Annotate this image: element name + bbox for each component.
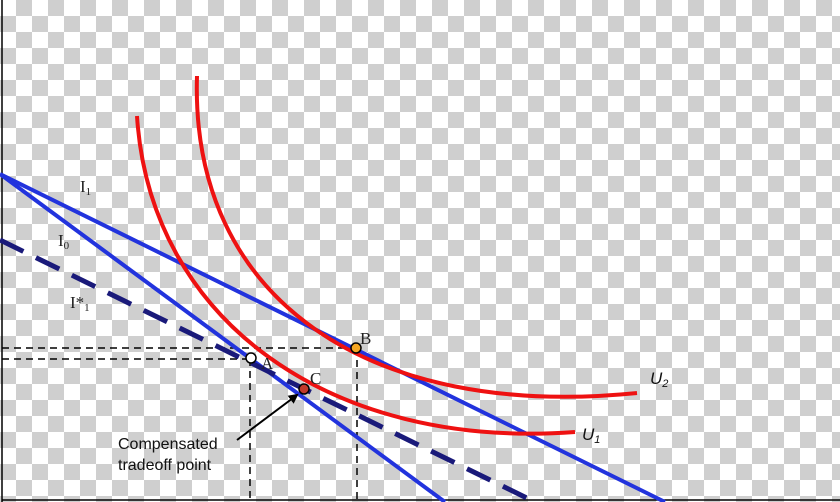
point-c-label: C: [310, 369, 321, 388]
annotation-arrow: [236, 393, 299, 441]
annotation-line-1: Compensated: [118, 436, 218, 453]
budget-line-i0: [0, 172, 447, 502]
budget-line-i1: [0, 172, 666, 502]
point-a-label: A: [261, 354, 274, 373]
indifference-curve-u2: [194, 75, 638, 399]
point-b-label: B: [360, 329, 371, 348]
budget-line-i0-label: I0: [58, 231, 70, 252]
annotation-line-2: tradeoff point: [118, 457, 212, 474]
point-a: [245, 352, 257, 364]
point-c: [298, 383, 310, 395]
budget-line-istar1: [0, 237, 537, 502]
indifference-curve-u1-label: U1: [582, 425, 600, 446]
budget-line-istar1-label: I*1: [70, 293, 90, 314]
indifference-curve-u1: [135, 115, 576, 436]
budget-line-i1-label: I1: [80, 177, 91, 198]
indifference-curve-u2-label: U2: [650, 369, 668, 390]
point-b: [350, 342, 362, 354]
